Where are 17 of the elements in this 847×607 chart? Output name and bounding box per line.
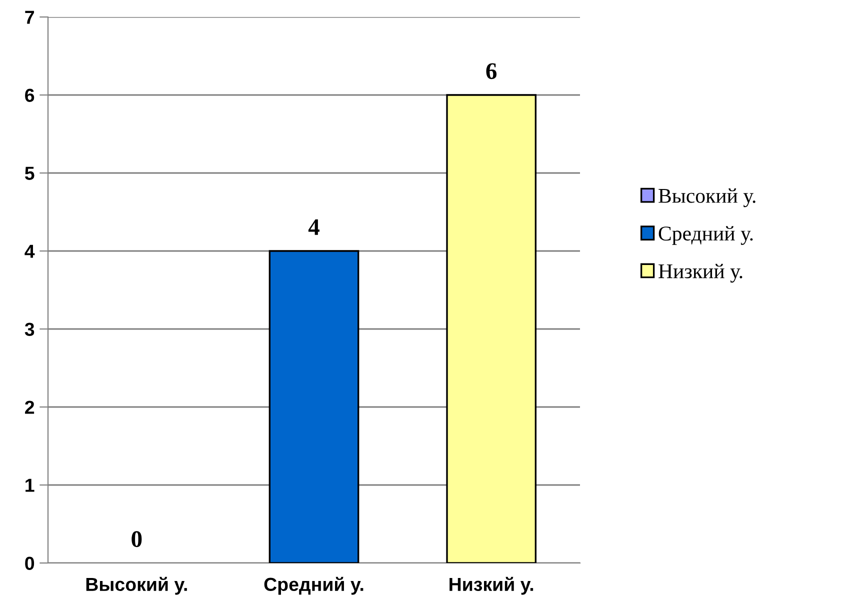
y-tick-label: 3 bbox=[24, 322, 34, 336]
data-label: 4 bbox=[308, 219, 320, 235]
y-tick-label: 0 bbox=[25, 556, 34, 570]
y-tick-label: 2 bbox=[25, 400, 34, 414]
y-tick-label: 5 bbox=[24, 166, 34, 180]
x-tick-label: Высокий у. bbox=[86, 576, 187, 595]
legend-label: Низкий у. bbox=[658, 264, 742, 283]
data-label: 0 bbox=[132, 531, 142, 548]
x-tick-label: Низкий у. bbox=[450, 576, 534, 595]
x-tick-label: Средний у. bbox=[264, 576, 364, 595]
data-label: 6 bbox=[486, 63, 497, 80]
y-tick-label: 4 bbox=[24, 244, 35, 258]
legend-label: Средний у. bbox=[658, 226, 753, 245]
legend-label: Высокий у. bbox=[658, 188, 756, 208]
y-tick-label: 1 bbox=[26, 478, 34, 492]
y-tick-label: 7 bbox=[25, 10, 34, 24]
y-tick-label: 6 bbox=[25, 88, 34, 102]
